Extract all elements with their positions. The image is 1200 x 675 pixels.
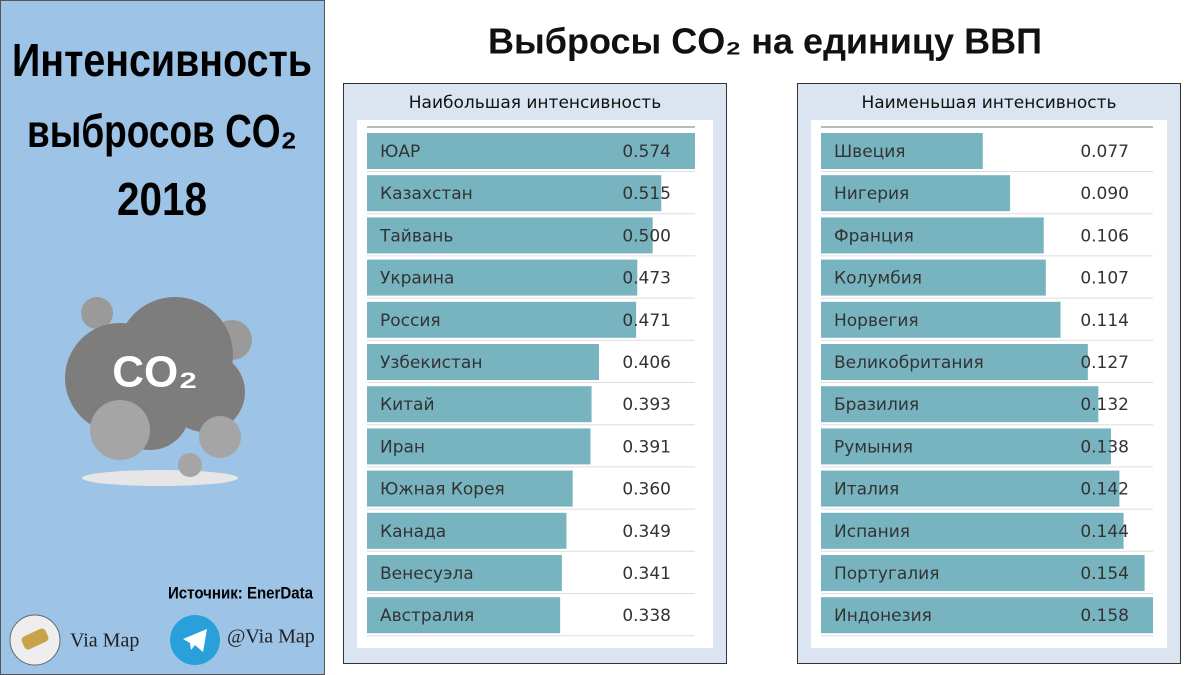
category-label: Нигерия	[834, 184, 909, 204]
category-label: Испания	[834, 522, 910, 542]
co2-icon: CO₂	[65, 297, 252, 486]
category-label: Китай	[380, 395, 435, 415]
value-label: 0.127	[1080, 353, 1129, 373]
bar	[367, 344, 599, 380]
side-title: 2018	[117, 173, 207, 225]
value-label: 0.500	[622, 226, 671, 246]
value-label: 0.158	[1080, 606, 1129, 626]
value-label: 0.144	[1080, 522, 1129, 542]
bar	[821, 512, 1124, 549]
value-label: 0.077	[1080, 142, 1129, 162]
value-label: 0.114	[1080, 311, 1129, 331]
value-label: 0.406	[622, 353, 671, 373]
bar	[821, 344, 1088, 380]
value-label: 0.090	[1080, 184, 1129, 204]
brand: Via Map	[70, 630, 139, 652]
bar	[821, 428, 1111, 465]
bar	[367, 597, 561, 634]
value-label: 0.393	[622, 395, 671, 415]
bar	[367, 301, 637, 338]
bar	[821, 301, 1061, 338]
value-label: 0.338	[622, 606, 671, 626]
category-label: Канада	[380, 522, 446, 542]
bar	[821, 470, 1120, 507]
bar	[821, 217, 1044, 254]
category-label: Италия	[834, 480, 899, 500]
bar	[367, 217, 653, 254]
chart-title: Наибольшая интенсивность	[409, 93, 661, 113]
value-label: 0.391	[622, 437, 671, 457]
value-label: 0.106	[1080, 226, 1129, 246]
telegram: @Via Map	[227, 626, 315, 648]
category-label: Южная Корея	[380, 480, 505, 500]
source: Источник: EnerData	[168, 583, 313, 602]
value-label: 0.473	[622, 269, 671, 289]
category-label: Бразилия	[834, 395, 919, 415]
value-label: 0.349	[622, 522, 671, 542]
category-label: Франция	[834, 226, 914, 246]
category-label: Норвегия	[834, 311, 919, 331]
category-label: Иран	[380, 437, 425, 457]
value-label: 0.471	[622, 311, 671, 331]
bar	[821, 259, 1046, 296]
bar	[367, 428, 591, 465]
value-label: 0.341	[622, 564, 671, 584]
bar	[367, 133, 695, 169]
side-title: Интенсивность	[12, 34, 312, 86]
category-label: Румыния	[834, 437, 913, 457]
category-label: Украина	[380, 269, 454, 289]
category-label: Тайвань	[379, 226, 453, 246]
icon-text: CO₂	[112, 348, 198, 397]
category-label: Швеция	[834, 142, 906, 162]
value-label: 0.142	[1080, 480, 1129, 500]
bar	[367, 259, 638, 296]
brand-logo-scroll	[21, 628, 49, 650]
bar	[821, 386, 1099, 423]
bar	[367, 175, 662, 212]
chart-title: Наименьшая интенсивность	[861, 93, 1116, 113]
value-label: 0.138	[1080, 437, 1129, 457]
category-label: Австралия	[380, 606, 474, 626]
value-label: 0.154	[1080, 564, 1129, 584]
bar	[367, 555, 562, 591]
value-label: 0.107	[1080, 269, 1129, 289]
category-label: Индонезия	[834, 606, 932, 626]
bar	[821, 133, 983, 169]
bar	[367, 470, 573, 507]
category-label: Венесуэла	[380, 564, 474, 584]
category-label: Казахстан	[380, 184, 473, 204]
category-label: Узбекистан	[380, 353, 482, 373]
category-label: ЮАР	[380, 142, 420, 162]
value-label: 0.132	[1080, 395, 1129, 415]
value-label: 0.574	[622, 142, 671, 162]
bar	[821, 175, 1011, 212]
value-label: 0.360	[622, 480, 671, 500]
bar	[821, 597, 1153, 634]
side-title: выбросов CO₂	[27, 105, 297, 157]
value-label: 0.515	[622, 184, 671, 204]
bar	[821, 555, 1145, 591]
main-title: Выбросы CO₂ на единицу ВВП	[488, 21, 1042, 62]
category-label: Колумбия	[834, 269, 922, 289]
category-label: Россия	[380, 311, 441, 331]
bar	[367, 512, 567, 549]
bar	[367, 386, 592, 423]
telegram-plane	[183, 629, 207, 652]
category-label: Португалия	[834, 564, 939, 584]
category-label: Великобритания	[834, 353, 984, 373]
